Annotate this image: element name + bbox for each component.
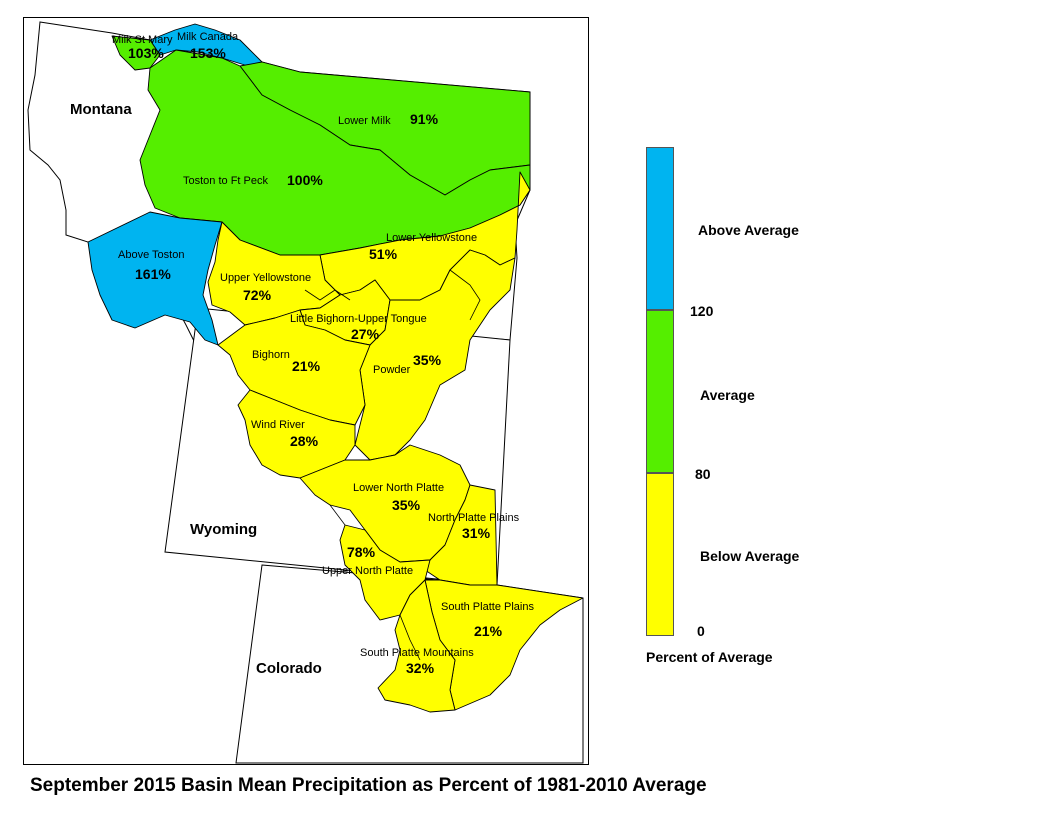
basin-label-south-platte-plains: South Platte Plains <box>441 601 534 613</box>
basin-label-toston-ft-peck: Toston to Ft Peck <box>183 175 268 187</box>
map-title: September 2015 Basin Mean Precipitation … <box>30 775 707 796</box>
basin-powder <box>354 249 516 461</box>
legend-label-below: Below Average <box>700 548 800 564</box>
basin-label-above-toston: Above Toston <box>118 249 184 261</box>
basin-label-bighorn: Bighorn <box>252 349 290 361</box>
legend-caption: Percent of Average <box>646 649 773 665</box>
legend-swatch-above <box>646 147 674 310</box>
legend-swatch-below <box>646 473 674 636</box>
basin-pct-wind-river: 28% <box>290 433 319 449</box>
state-label-wyoming: Wyoming <box>190 521 257 538</box>
basin-map: Montana Wyoming Colorado Milk St Mary 10… <box>27 21 584 764</box>
basin-label-milk-st-mary: Milk St Mary <box>112 34 173 46</box>
legend-break-0: 0 <box>697 623 705 639</box>
basin-pct-toston-ft-peck: 100% <box>287 172 323 188</box>
basin-label-milk-canada: Milk Canada <box>177 31 239 43</box>
basin-pct-powder: 35% <box>413 352 442 368</box>
basin-pct-above-toston: 161% <box>135 266 171 282</box>
basin-pct-lower-north-platte: 35% <box>392 497 421 513</box>
subbasin-line <box>329 504 346 526</box>
basin-pct-upper-yellowstone: 72% <box>243 287 272 303</box>
state-label-montana: Montana <box>70 101 132 118</box>
legend-label-average: Average <box>700 387 755 403</box>
basin-label-south-platte-mountains: South Platte Mountains <box>360 647 474 659</box>
basin-pct-lower-milk: 91% <box>410 111 439 127</box>
basin-label-upper-north-platte: Upper North Platte <box>322 565 413 577</box>
basin-label-lower-yellowstone: Lower Yellowstone <box>386 232 477 244</box>
basin-label-little-bighorn: Little Bighorn-Upper Tongue <box>290 313 427 325</box>
basin-pct-south-platte-mountains: 32% <box>406 660 435 676</box>
basin-pct-north-platte-plains: 31% <box>462 525 491 541</box>
basin-south-platte-mountains <box>377 579 456 713</box>
state-label-colorado: Colorado <box>256 660 322 677</box>
basin-pct-south-platte-plains: 21% <box>474 623 503 639</box>
basin-label-powder: Powder <box>373 364 411 376</box>
legend-label-above: Above Average <box>698 222 799 238</box>
basin-label-wind-river: Wind River <box>251 419 305 431</box>
subbasin-line <box>399 614 421 661</box>
subbasin-line <box>449 269 481 321</box>
basin-pct-milk-canada: 153% <box>190 45 226 61</box>
basin-pct-upper-north-platte: 78% <box>347 544 376 560</box>
basin-bighorn <box>217 309 371 426</box>
legend-swatch-average <box>646 310 674 473</box>
basin-pct-bighorn: 21% <box>292 358 321 374</box>
basin-label-lower-north-platte: Lower North Platte <box>353 482 444 494</box>
basin-label-lower-milk: Lower Milk <box>338 115 391 127</box>
basin-pct-little-bighorn: 27% <box>351 326 380 342</box>
legend-break-120: 120 <box>690 303 714 319</box>
subbasin-line <box>304 289 351 301</box>
basin-pct-lower-yellowstone: 51% <box>369 246 398 262</box>
legend-break-80: 80 <box>695 466 711 482</box>
basin-label-upper-yellowstone: Upper Yellowstone <box>220 272 311 284</box>
basin-label-north-platte-plains: North Platte Plains <box>428 512 520 524</box>
basin-pct-milk-st-mary: 103% <box>128 45 164 61</box>
